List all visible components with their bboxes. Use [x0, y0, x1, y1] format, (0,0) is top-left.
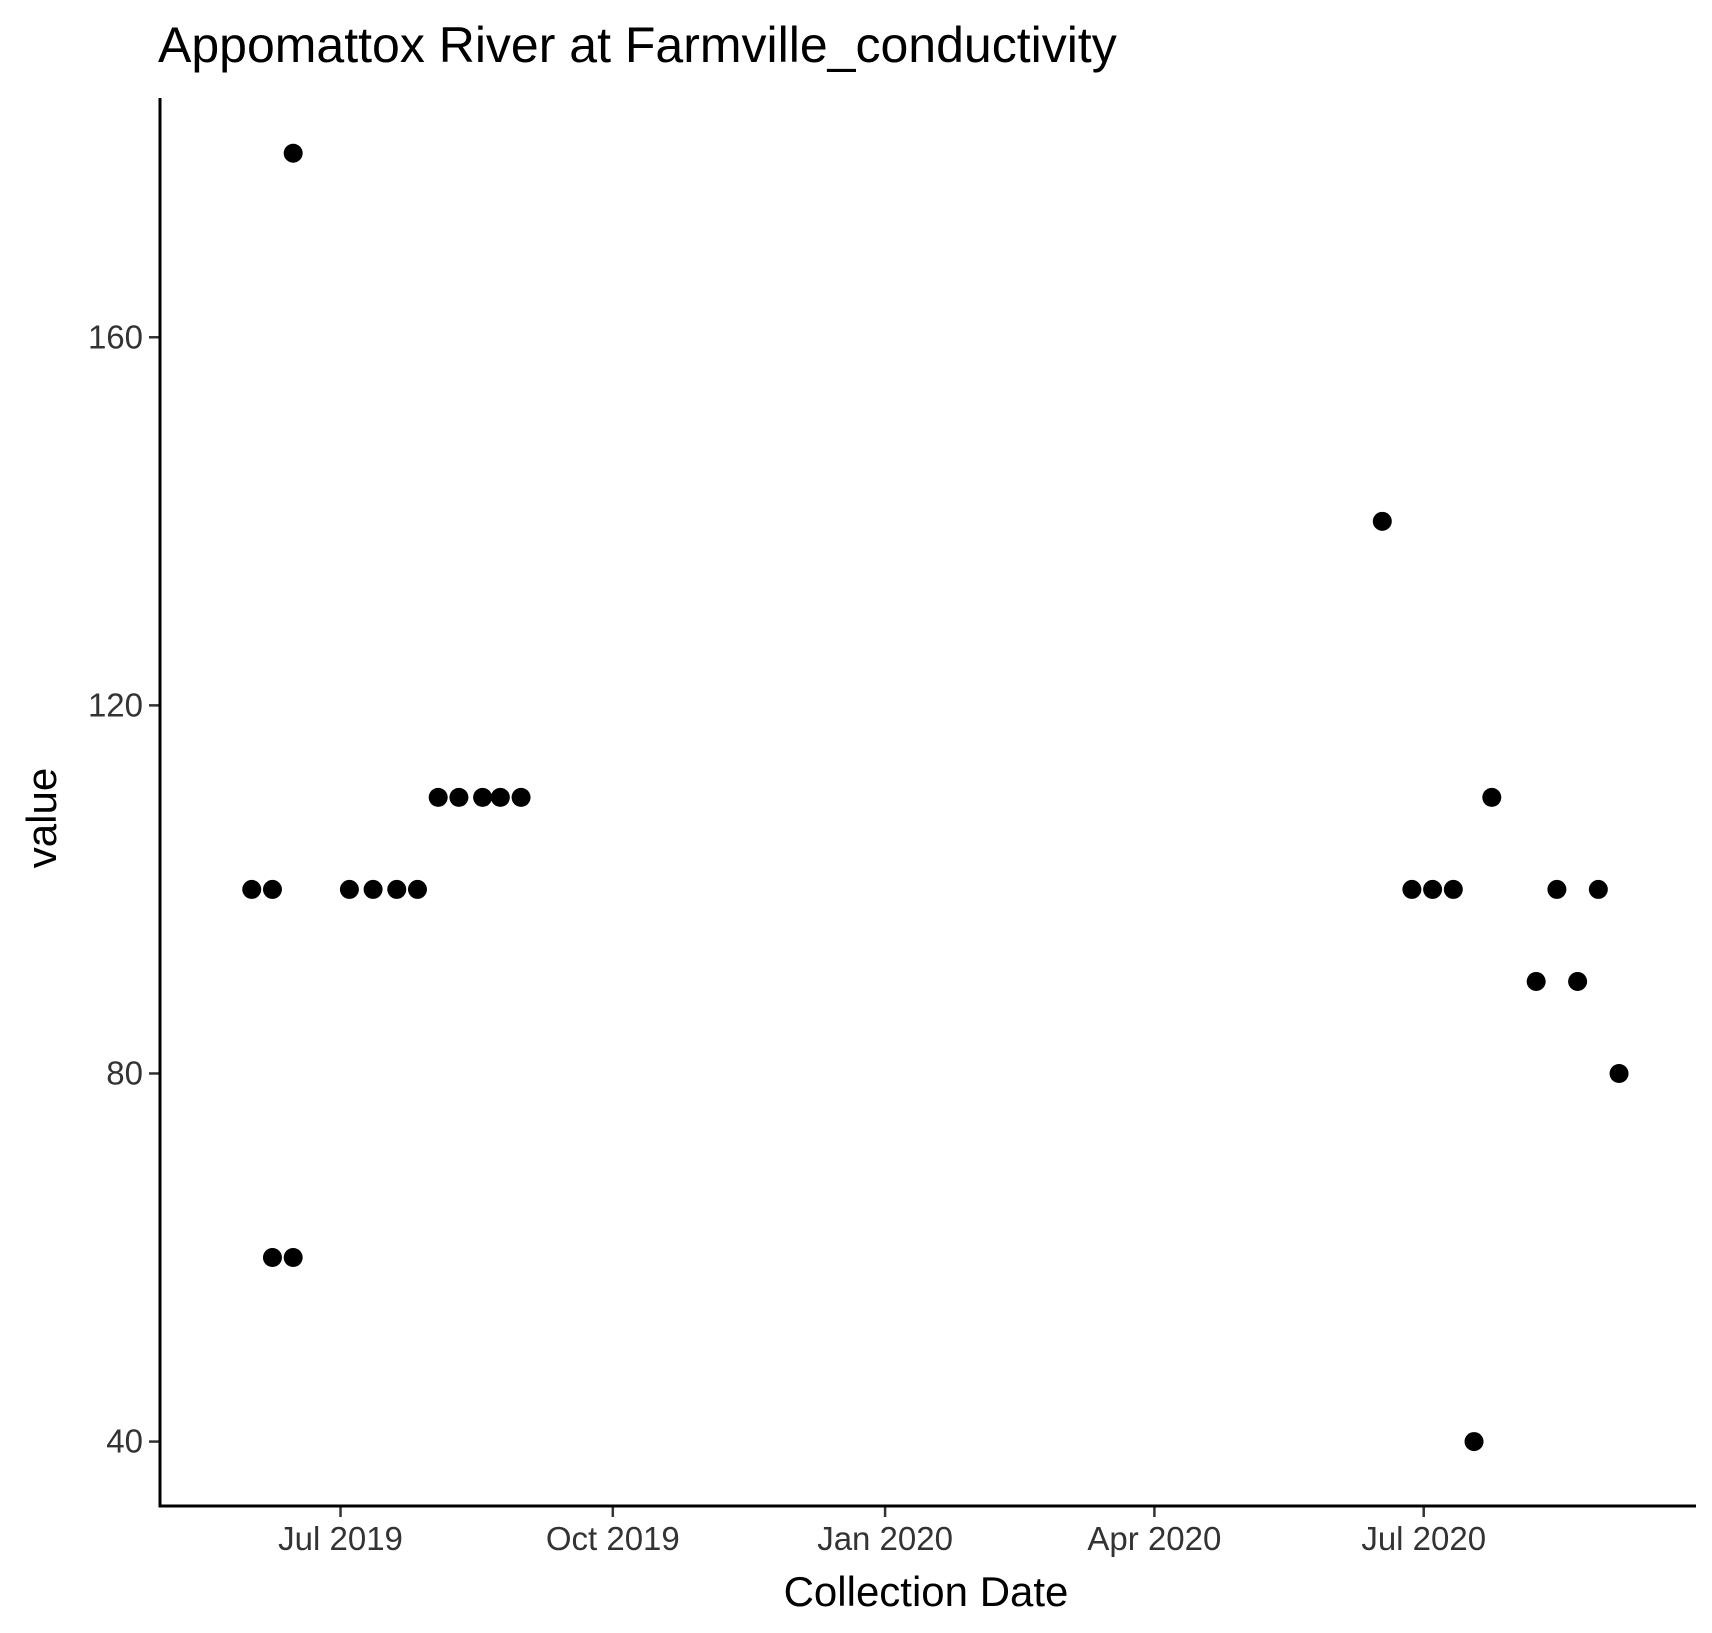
- x-tick-label: Jan 2020: [817, 1520, 953, 1557]
- data-point: [1547, 879, 1567, 899]
- y-tick-label: 40: [106, 1423, 143, 1460]
- data-point: [1482, 787, 1502, 807]
- data-point: [262, 1248, 282, 1268]
- data-point: [1609, 1063, 1629, 1083]
- data-points: [242, 143, 1629, 1452]
- data-point: [428, 787, 448, 807]
- data-point: [511, 787, 531, 807]
- y-axis-title: value: [18, 768, 65, 868]
- data-point: [242, 879, 262, 899]
- data-point: [363, 879, 383, 899]
- x-axis-ticks: Jul 2019 Oct 2019 Jan 2020 Apr 2020 Jul 2020: [278, 1506, 1486, 1557]
- data-point: [473, 787, 493, 807]
- y-tick-label: 160: [88, 318, 143, 355]
- data-point: [407, 879, 427, 899]
- chart-title: Appomattox River at Farmville_conductivi…: [158, 17, 1117, 73]
- data-point: [1402, 879, 1422, 899]
- data-point: [1526, 971, 1546, 991]
- x-axis-title: Collection Date: [784, 1568, 1069, 1615]
- data-point: [283, 1248, 303, 1268]
- data-point: [1464, 1432, 1484, 1452]
- y-tick-label: 80: [106, 1054, 143, 1091]
- data-point: [262, 879, 282, 899]
- y-tick-label: 120: [88, 686, 143, 723]
- x-tick-label: Oct 2019: [546, 1520, 680, 1557]
- data-point: [1588, 879, 1608, 899]
- x-tick-label: Jul 2020: [1361, 1520, 1486, 1557]
- data-point: [339, 879, 359, 899]
- data-point: [387, 879, 407, 899]
- data-point: [1372, 511, 1392, 531]
- x-tick-label: Apr 2020: [1087, 1520, 1221, 1557]
- x-tick-label: Jul 2019: [278, 1520, 403, 1557]
- data-point: [1568, 971, 1588, 991]
- data-point: [490, 787, 510, 807]
- data-point: [283, 143, 303, 163]
- y-axis-ticks: 40 80 120 160: [88, 318, 160, 1460]
- data-point: [449, 787, 469, 807]
- data-point: [1423, 879, 1443, 899]
- data-point: [1443, 879, 1463, 899]
